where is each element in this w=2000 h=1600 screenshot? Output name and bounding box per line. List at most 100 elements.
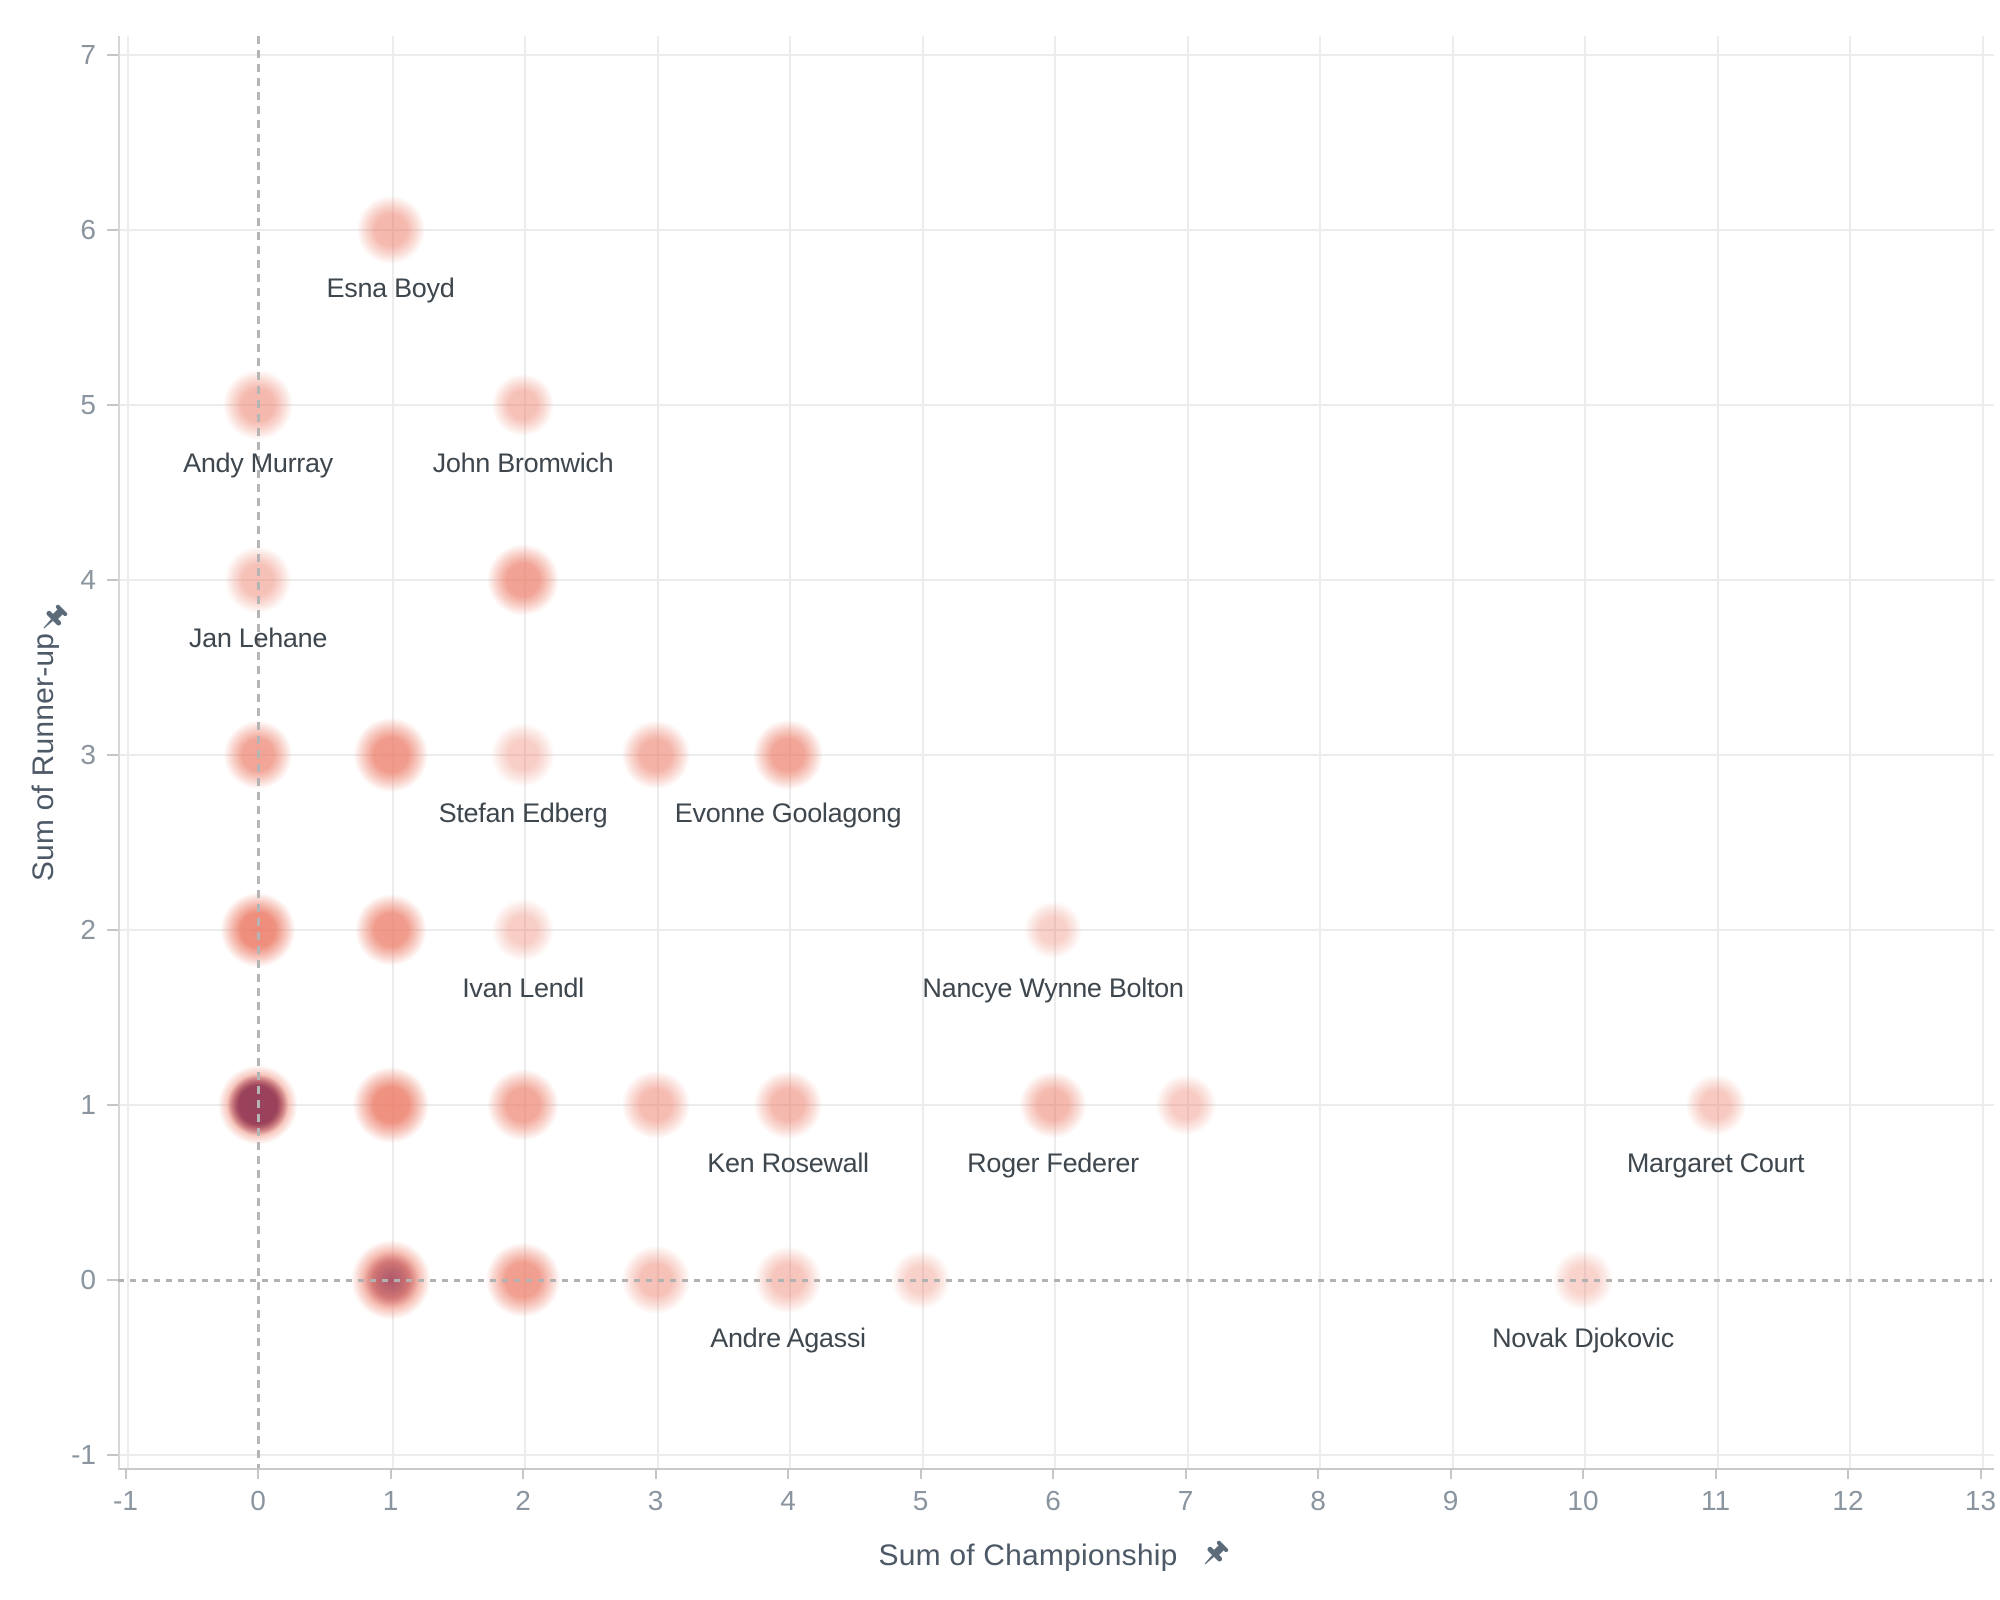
y-tick-label: 6	[80, 214, 96, 245]
gridline-y-6	[120, 229, 1994, 231]
gridline-y-5	[120, 404, 1994, 406]
y-axis-tick	[107, 54, 118, 56]
y-tick-label: 4	[80, 564, 96, 595]
mark-label: John Bromwich	[432, 448, 614, 478]
density-mark-7-1[interactable]	[1146, 1066, 1225, 1144]
mark-label: Nancye Wynne Bolton	[922, 973, 1184, 1003]
x-tick-label: 2	[515, 1485, 531, 1516]
mark-label: Stefan Edberg	[438, 798, 608, 828]
x-tick-label: 7	[1177, 1485, 1194, 1516]
x-axis-tick	[1979, 1468, 1982, 1479]
reference-line-x-0[interactable]	[256, 36, 260, 1468]
density-mark-3-3[interactable]	[611, 711, 700, 799]
x-tick-label: 13	[1964, 1485, 1997, 1516]
y-axis-tick	[107, 1454, 118, 1456]
gridline-y-2	[120, 929, 1994, 931]
y-tick-label: -1	[71, 1439, 96, 1470]
density-mark-2-2[interactable]	[483, 890, 563, 970]
x-axis-tick	[1714, 1468, 1717, 1479]
gridline-x-2	[524, 36, 526, 1468]
y-axis-tick	[107, 404, 118, 406]
x-axis-tick	[919, 1468, 922, 1479]
x-axis-title: Sum of Championship	[878, 1539, 1178, 1572]
x-axis-title-row: Sum of Championship	[118, 1538, 1992, 1574]
pushpin-icon[interactable]	[1195, 1538, 1231, 1574]
y-axis-tick	[107, 929, 118, 931]
y-tick-label: 0	[80, 1264, 96, 1295]
density-mark-1-1[interactable]	[341, 1056, 440, 1154]
x-axis-tick	[1582, 1468, 1584, 1479]
x-tick-label: -1	[113, 1485, 138, 1516]
y-tick-label: 1	[80, 1089, 96, 1120]
x-tick-label: 8	[1310, 1485, 1326, 1516]
gridline-x-5	[921, 36, 924, 1468]
gridline-x-12	[1849, 36, 1851, 1468]
density-mark-4-1[interactable]	[744, 1061, 832, 1149]
x-axis-tick	[1052, 1468, 1054, 1479]
x-tick-label: 5	[912, 1485, 929, 1516]
density-mark-6-2[interactable]	[1016, 893, 1090, 967]
gridline-x--1	[126, 36, 129, 1468]
gridline-x-7	[1186, 36, 1189, 1468]
mark-label: Jan Lehane	[188, 623, 328, 653]
x-axis-tick	[1449, 1468, 1452, 1479]
mark-label: Roger Federer	[967, 1148, 1139, 1178]
mark-label: Evonne Goolagong	[674, 798, 902, 828]
density-mark-2-5[interactable]	[483, 365, 563, 445]
gridline-x-6	[1054, 36, 1056, 1468]
y-tick-label: 5	[80, 389, 96, 420]
x-axis-tick	[257, 1468, 259, 1479]
y-axis-tick	[107, 1279, 118, 1281]
x-tick-label: 9	[1442, 1485, 1459, 1516]
density-mark-1-3[interactable]	[342, 707, 439, 803]
x-axis-tick	[654, 1468, 657, 1479]
density-mark-2-1[interactable]	[477, 1059, 569, 1151]
x-tick-label: 4	[780, 1485, 796, 1516]
density-mark-1-6[interactable]	[346, 186, 435, 274]
gridline-y-3	[120, 754, 1994, 756]
gridline-x-10	[1584, 36, 1586, 1468]
y-axis-tick	[107, 579, 118, 581]
x-tick-label: 3	[647, 1485, 664, 1516]
density-mark-6-1[interactable]	[1010, 1062, 1096, 1148]
gridline-x-8	[1319, 36, 1321, 1468]
reference-line-y-0[interactable]	[118, 1278, 1992, 1282]
y-tick-label: 3	[80, 739, 96, 770]
density-mark-3-1[interactable]	[611, 1061, 700, 1149]
x-axis-tick	[1317, 1468, 1319, 1479]
gridline-x-11	[1716, 36, 1719, 1468]
x-axis-tick	[787, 1468, 789, 1479]
density-mark-11-1[interactable]	[1676, 1066, 1755, 1144]
gridline-y-4	[120, 579, 1994, 581]
mark-label: Margaret Court	[1626, 1148, 1805, 1178]
y-tick-label: 7	[80, 39, 96, 70]
x-tick-label: 6	[1045, 1485, 1061, 1516]
gridline-x-9	[1451, 36, 1454, 1468]
density-mark-4-3[interactable]	[743, 710, 833, 800]
y-tick-label: 2	[80, 914, 96, 945]
mark-label: Andy Murray	[183, 448, 333, 478]
mark-label: Andre Agassi	[710, 1323, 866, 1353]
mark-label: Ivan Lendl	[462, 973, 584, 1003]
gridline-y--1	[120, 1454, 1994, 1456]
pushpin-icon[interactable]	[34, 602, 70, 638]
x-tick-label: 11	[1700, 1485, 1731, 1516]
x-tick-label: 10	[1567, 1485, 1599, 1516]
y-axis-tick	[107, 229, 118, 231]
x-axis-tick	[389, 1468, 392, 1479]
x-tick-label: 1	[382, 1485, 399, 1516]
density-mark-1-2[interactable]	[344, 884, 437, 976]
y-axis-tick	[107, 754, 118, 756]
mark-label: Ken Rosewall	[707, 1148, 869, 1178]
x-axis-tick	[1847, 1468, 1849, 1479]
y-axis-tick	[107, 1104, 118, 1106]
density-mark-2-3[interactable]	[482, 714, 564, 796]
density-mark-2-4[interactable]	[477, 534, 569, 626]
x-axis-tick	[124, 1468, 127, 1479]
x-tick-label: 12	[1832, 1485, 1864, 1516]
x-tick-label: 0	[250, 1485, 266, 1516]
gridline-x-13	[1981, 36, 1984, 1468]
mark-label: Esna Boyd	[326, 273, 455, 303]
gridline-y-7	[120, 54, 1994, 56]
